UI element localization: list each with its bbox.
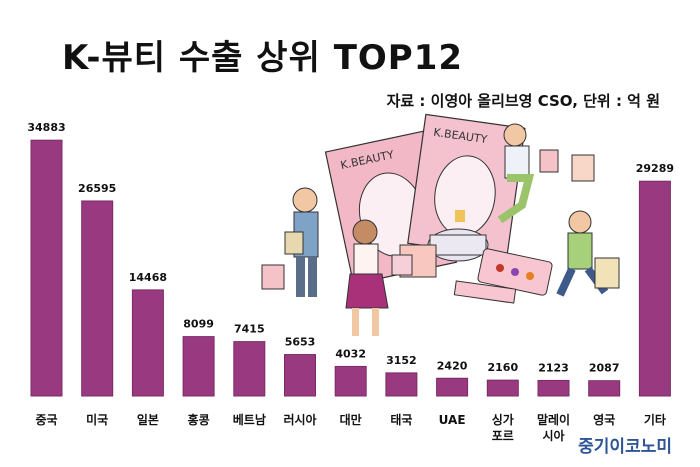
category-label-10: 말레이 시아 [537,412,570,443]
data-label-2: 14468 [129,271,167,284]
category-label-9: 싱가 포르 [492,412,514,443]
bar-11 [588,380,621,397]
data-label-9: 2160 [487,361,518,374]
category-label-0: 중국 [35,413,57,427]
chart-title: K-뷰티 수출 상위 TOP12 [62,38,464,78]
bar-1 [81,200,114,397]
category-label-7: 태국 [390,412,412,427]
category-label-3: 홍콩 [188,412,210,427]
data-label-8: 2420 [437,359,468,372]
data-label-1: 26595 [78,182,116,195]
data-label-6: 4032 [335,347,366,360]
bar-3 [182,336,215,397]
data-label-10: 2123 [538,361,569,374]
bar-4 [233,341,266,397]
category-label-8: UAE [439,413,466,427]
data-label-4: 7415 [234,323,265,336]
data-label-5: 5653 [285,336,316,349]
bar-12 [638,180,671,397]
category-label-4: 베트남 [233,412,266,427]
bar-6 [334,365,367,397]
category-label-6: 대만 [340,412,362,427]
bar-8 [436,377,469,397]
data-label-7: 3152 [386,354,417,367]
category-label-1: 미국 [86,412,108,427]
category-label-2: 일본 [137,413,159,427]
category-label-12: 기타 [644,412,666,427]
bar-2 [131,289,164,397]
bar-5 [284,354,316,397]
category-label-5: 러시아 [283,412,316,427]
data-label-0: 34883 [27,121,65,134]
bar-7 [385,372,418,397]
category-label-11: 영국 [593,412,615,427]
bar-0 [30,139,63,397]
source-note: 자료 : 이영아 올리브영 CSO, 단위 : 억 원 [386,92,660,110]
data-label-3: 8099 [183,318,214,331]
k-beauty-shopping-illustration: K.BEAUTY K.BEAUTY [261,113,620,336]
data-label-11: 2087 [589,362,620,375]
publisher-logo: 중기이코노미 [578,437,672,457]
data-label-12: 29289 [636,162,674,175]
bar-10 [537,379,570,397]
bar-9 [486,379,519,397]
